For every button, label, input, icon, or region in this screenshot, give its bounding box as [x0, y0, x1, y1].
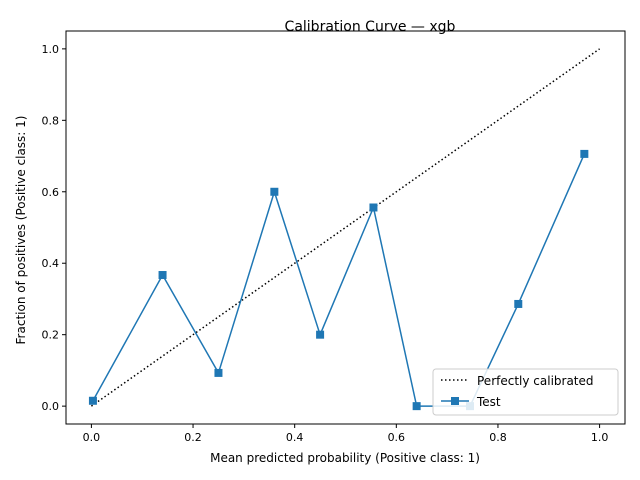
y-tick-label: 0.2	[42, 329, 60, 342]
axis-ticks: 0.0 0.2 0.4 0.6 0.8 1.0 0.0 0.2 0.4 0.6 0.8 1.0	[42, 43, 609, 444]
legend-label-perfect: Perfectly calibrated	[477, 374, 594, 388]
test-point	[580, 149, 589, 158]
test-point	[88, 396, 97, 405]
y-axis-label: Fraction of positives (Positive class: 1…	[14, 116, 28, 345]
test-point	[214, 368, 223, 377]
y-tick-label: 0.0	[42, 400, 60, 413]
test-point	[412, 402, 421, 411]
legend: Perfectly calibrated Test	[432, 368, 619, 416]
x-tick-label: 0.2	[184, 431, 202, 444]
chart-title: Calibration Curve — xgb	[285, 19, 456, 35]
legend-marker-test	[451, 397, 459, 405]
test-point	[158, 271, 167, 280]
y-tick-label: 0.6	[42, 186, 60, 199]
test-series-line	[92, 153, 586, 407]
x-tick-label: 0.4	[286, 431, 304, 444]
x-tick-label: 1.0	[591, 431, 609, 444]
test-point	[270, 187, 279, 196]
y-tick-label: 1.0	[42, 43, 60, 56]
x-tick-label: 0.0	[83, 431, 101, 444]
axes-frame	[65, 30, 626, 425]
y-tick-label: 0.8	[42, 114, 60, 127]
legend-label-test: Test	[476, 395, 501, 409]
test-point	[316, 330, 325, 339]
x-tick-label: 0.6	[388, 431, 406, 444]
legend-box	[432, 368, 619, 416]
plot-area	[88, 48, 601, 411]
perfectly-calibrated-line	[90, 48, 601, 407]
y-tick-label: 0.4	[42, 257, 60, 270]
x-axis-label: Mean predicted probability (Positive cla…	[210, 451, 480, 465]
x-tick-label: 0.8	[489, 431, 507, 444]
test-point	[514, 299, 523, 308]
test-point	[369, 203, 378, 212]
